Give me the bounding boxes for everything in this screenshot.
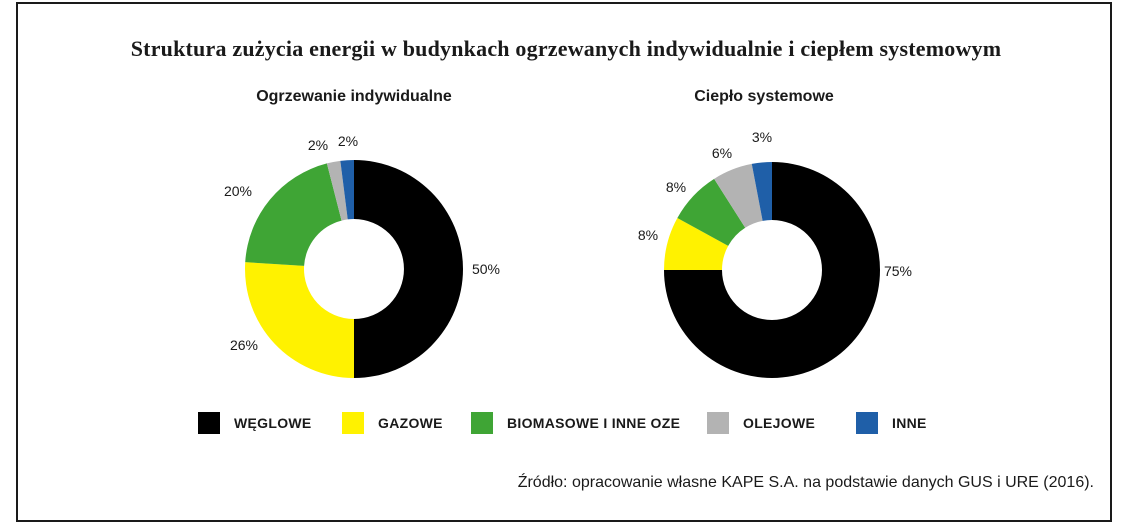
- legend-item-coal: WĘGLOWE: [198, 412, 312, 434]
- slice-label-0-3: 2%: [308, 137, 328, 153]
- donut-slice-1-0: [664, 162, 880, 378]
- legend-item-gas: GAZOWE: [342, 412, 443, 434]
- donut-slice-1-3: [714, 163, 763, 228]
- donut-charts: 50% 26% 20% 2% 2% 75% 8% 8% 6% 3%: [224, 129, 912, 378]
- legend: WĘGLOWE GAZOWE BIOMASOWE I INNE OZE OLEJ…: [0, 412, 1132, 442]
- slice-label-0-2: 20%: [224, 183, 252, 199]
- legend-label: BIOMASOWE I INNE OZE: [507, 415, 681, 431]
- slice-label-1-0: 75%: [884, 263, 912, 279]
- legend-swatch: [707, 412, 729, 434]
- slice-label-0-0: 50%: [472, 261, 500, 277]
- donut-chart-district: 75% 8% 8% 6% 3%: [638, 129, 912, 378]
- chart-title: Struktura zużycia energii w budynkach og…: [130, 36, 1002, 61]
- donut-slice-1-2: [677, 178, 746, 246]
- slice-label-1-3: 6%: [712, 145, 732, 161]
- slice-label-1-1: 8%: [638, 227, 658, 243]
- legend-swatch: [471, 412, 493, 434]
- donut-slice-0-4: [340, 160, 354, 220]
- legend-swatch: [198, 412, 220, 434]
- slice-label-0-4: 2%: [338, 133, 358, 149]
- donut-chart-individual: 50% 26% 20% 2% 2%: [224, 133, 500, 378]
- legend-item-biomass: BIOMASOWE I INNE OZE: [471, 412, 680, 434]
- donut-slice-1-4: [751, 162, 772, 221]
- legend-item-oil: OLEJOWE: [707, 412, 815, 434]
- donut-2-subtitle: Ciepło systemowe: [694, 88, 834, 105]
- slice-label-0-1: 26%: [230, 337, 258, 353]
- slice-label-1-4: 3%: [752, 129, 772, 145]
- donut-slice-0-3: [326, 160, 348, 221]
- donut-1-subtitle: Ogrzewanie indywidualne: [256, 88, 452, 105]
- legend-swatch: [856, 412, 878, 434]
- donut-slice-0-0: [354, 160, 463, 378]
- legend-item-other: INNE: [856, 412, 927, 434]
- donut-slice-0-1: [244, 262, 354, 378]
- source-note: Źródło: opracowanie własne KAPE S.A. na …: [517, 474, 1094, 491]
- legend-label: INNE: [892, 415, 927, 431]
- legend-label: WĘGLOWE: [234, 415, 312, 431]
- donut-slice-1-1: [664, 217, 729, 270]
- legend-swatch: [342, 412, 364, 434]
- donut-slice-0-2: [245, 163, 342, 266]
- legend-label: GAZOWE: [378, 415, 443, 431]
- slice-label-1-2: 8%: [666, 179, 686, 195]
- legend-label: OLEJOWE: [743, 415, 816, 431]
